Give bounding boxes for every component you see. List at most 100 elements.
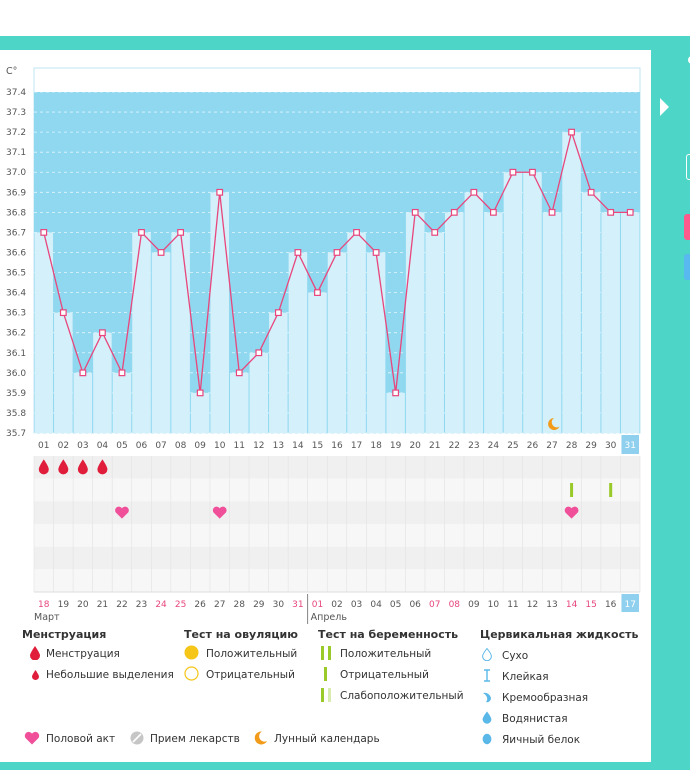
side-arrow-icon — [660, 98, 669, 116]
temperature-point[interactable] — [568, 128, 575, 136]
temperature-point[interactable] — [99, 329, 106, 337]
temperature-bar[interactable] — [425, 232, 445, 433]
temperature-point[interactable] — [450, 208, 458, 216]
date-label: 08 — [449, 600, 461, 610]
symptom-row — [34, 524, 640, 547]
temperature-point[interactable] — [333, 249, 341, 256]
temperature-bar[interactable] — [171, 232, 190, 433]
menstruation-drop-icon[interactable] — [97, 459, 108, 475]
side-pink-button[interactable] — [684, 214, 690, 240]
cervical-creamy-icon — [483, 692, 491, 703]
y-tick-label: 36.6 — [6, 248, 26, 258]
side-box-icon[interactable] — [686, 154, 690, 180]
date-label: 10 — [488, 600, 500, 610]
heart-marker-icon[interactable] — [212, 506, 227, 519]
pill-icon — [130, 731, 144, 745]
temperature-bar[interactable] — [405, 212, 425, 433]
temperature-point[interactable] — [509, 168, 517, 176]
temperature-point[interactable] — [548, 208, 556, 216]
temperature-bar[interactable] — [581, 192, 601, 433]
temperature-point[interactable] — [216, 188, 224, 196]
temperature-bar[interactable] — [190, 392, 210, 433]
date-label: 20 — [77, 600, 89, 610]
temperature-point[interactable] — [157, 249, 165, 256]
temperature-point[interactable] — [587, 188, 595, 196]
temperature-bar[interactable] — [542, 212, 562, 433]
temperature-point[interactable] — [626, 208, 634, 216]
temperature-point[interactable] — [431, 229, 439, 236]
menstruation-drop-icon[interactable] — [77, 459, 88, 475]
y-tick-label: 35.8 — [6, 409, 26, 419]
temperature-point[interactable] — [607, 208, 615, 216]
temperature-bar[interactable] — [249, 352, 269, 433]
temperature-bar[interactable] — [288, 252, 308, 433]
y-unit-label: C° — [6, 66, 17, 77]
date-label: 17 — [624, 600, 635, 610]
temperature-point[interactable] — [177, 229, 185, 236]
cycle-day-label: 03 — [77, 441, 88, 451]
temperature-point[interactable] — [79, 369, 87, 377]
temperature-bar[interactable] — [484, 212, 503, 433]
temperature-bar[interactable] — [210, 192, 229, 433]
legend-pregnancy-title: Тест на беременность — [318, 628, 459, 641]
temperature-bar[interactable] — [54, 312, 73, 433]
heart-marker-icon[interactable] — [564, 506, 579, 519]
cycle-day-label: 16 — [331, 441, 343, 451]
temperature-point[interactable] — [59, 309, 67, 317]
temperature-point[interactable] — [489, 208, 497, 216]
temperature-bar[interactable] — [347, 232, 366, 433]
temperature-bar[interactable] — [523, 172, 542, 433]
cycle-day-label: 27 — [546, 441, 557, 451]
temperature-point[interactable] — [274, 309, 282, 317]
temperature-bar[interactable] — [464, 192, 484, 433]
temperature-bar[interactable] — [386, 392, 405, 433]
temperature-bar[interactable] — [112, 372, 132, 433]
temperature-bar[interactable] — [620, 212, 640, 433]
temperature-bar[interactable] — [601, 212, 620, 433]
temperature-bar[interactable] — [269, 312, 288, 433]
temperature-point[interactable] — [353, 229, 360, 236]
pregnancy-test-marker[interactable] — [609, 483, 613, 497]
cycle-day-label: 17 — [351, 441, 362, 451]
temperature-point[interactable] — [40, 229, 48, 236]
date-label: 03 — [351, 600, 362, 610]
menstruation-drop-icon[interactable] — [58, 459, 69, 475]
temperature-point[interactable] — [372, 249, 380, 256]
temperature-bar[interactable] — [308, 292, 327, 433]
temperature-point[interactable] — [529, 168, 536, 176]
temperature-bar[interactable] — [562, 132, 581, 433]
temperature-point[interactable] — [470, 188, 478, 196]
temperature-point[interactable] — [235, 369, 243, 377]
temperature-point[interactable] — [314, 289, 321, 296]
legend-menstruation-title: Менструация — [22, 628, 107, 641]
temperature-point[interactable] — [196, 389, 204, 397]
temperature-bar[interactable] — [151, 252, 171, 433]
y-tick-label: 37.1 — [6, 148, 26, 158]
temperature-bar[interactable] — [327, 252, 347, 433]
temperature-bar[interactable] — [34, 232, 54, 433]
temperature-bar[interactable] — [445, 212, 464, 433]
symptom-row — [34, 501, 640, 524]
temperature-bar[interactable] — [229, 372, 249, 433]
heart-marker-icon[interactable] — [115, 506, 129, 519]
temperature-point[interactable] — [138, 229, 145, 236]
cycle-day-label: 23 — [468, 441, 479, 451]
temperature-point[interactable] — [294, 249, 302, 256]
chart-card: C° 37.4 37.3 37.2 37.1 37.0 36.9 36.8 36.7 36.6 36… — [0, 50, 651, 762]
temperature-bar[interactable] — [366, 252, 386, 433]
temperature-point[interactable] — [411, 208, 419, 216]
temperature-point[interactable] — [392, 389, 400, 397]
temperature-point[interactable] — [255, 349, 263, 357]
temperature-bar[interactable] — [73, 372, 93, 433]
temperature-point[interactable] — [118, 369, 126, 377]
date-label: 31 — [292, 600, 303, 610]
date-label: 04 — [370, 600, 382, 610]
temperature-bar[interactable] — [93, 332, 112, 433]
cycle-day-label: 14 — [292, 441, 304, 451]
temperature-bar[interactable] — [503, 172, 523, 433]
menstruation-drop-icon[interactable] — [38, 459, 49, 475]
temperature-bar[interactable] — [132, 232, 151, 433]
y-tick-label: 36.1 — [6, 349, 26, 359]
pregnancy-test-marker[interactable] — [570, 483, 574, 497]
side-blue-button[interactable] — [684, 254, 690, 280]
